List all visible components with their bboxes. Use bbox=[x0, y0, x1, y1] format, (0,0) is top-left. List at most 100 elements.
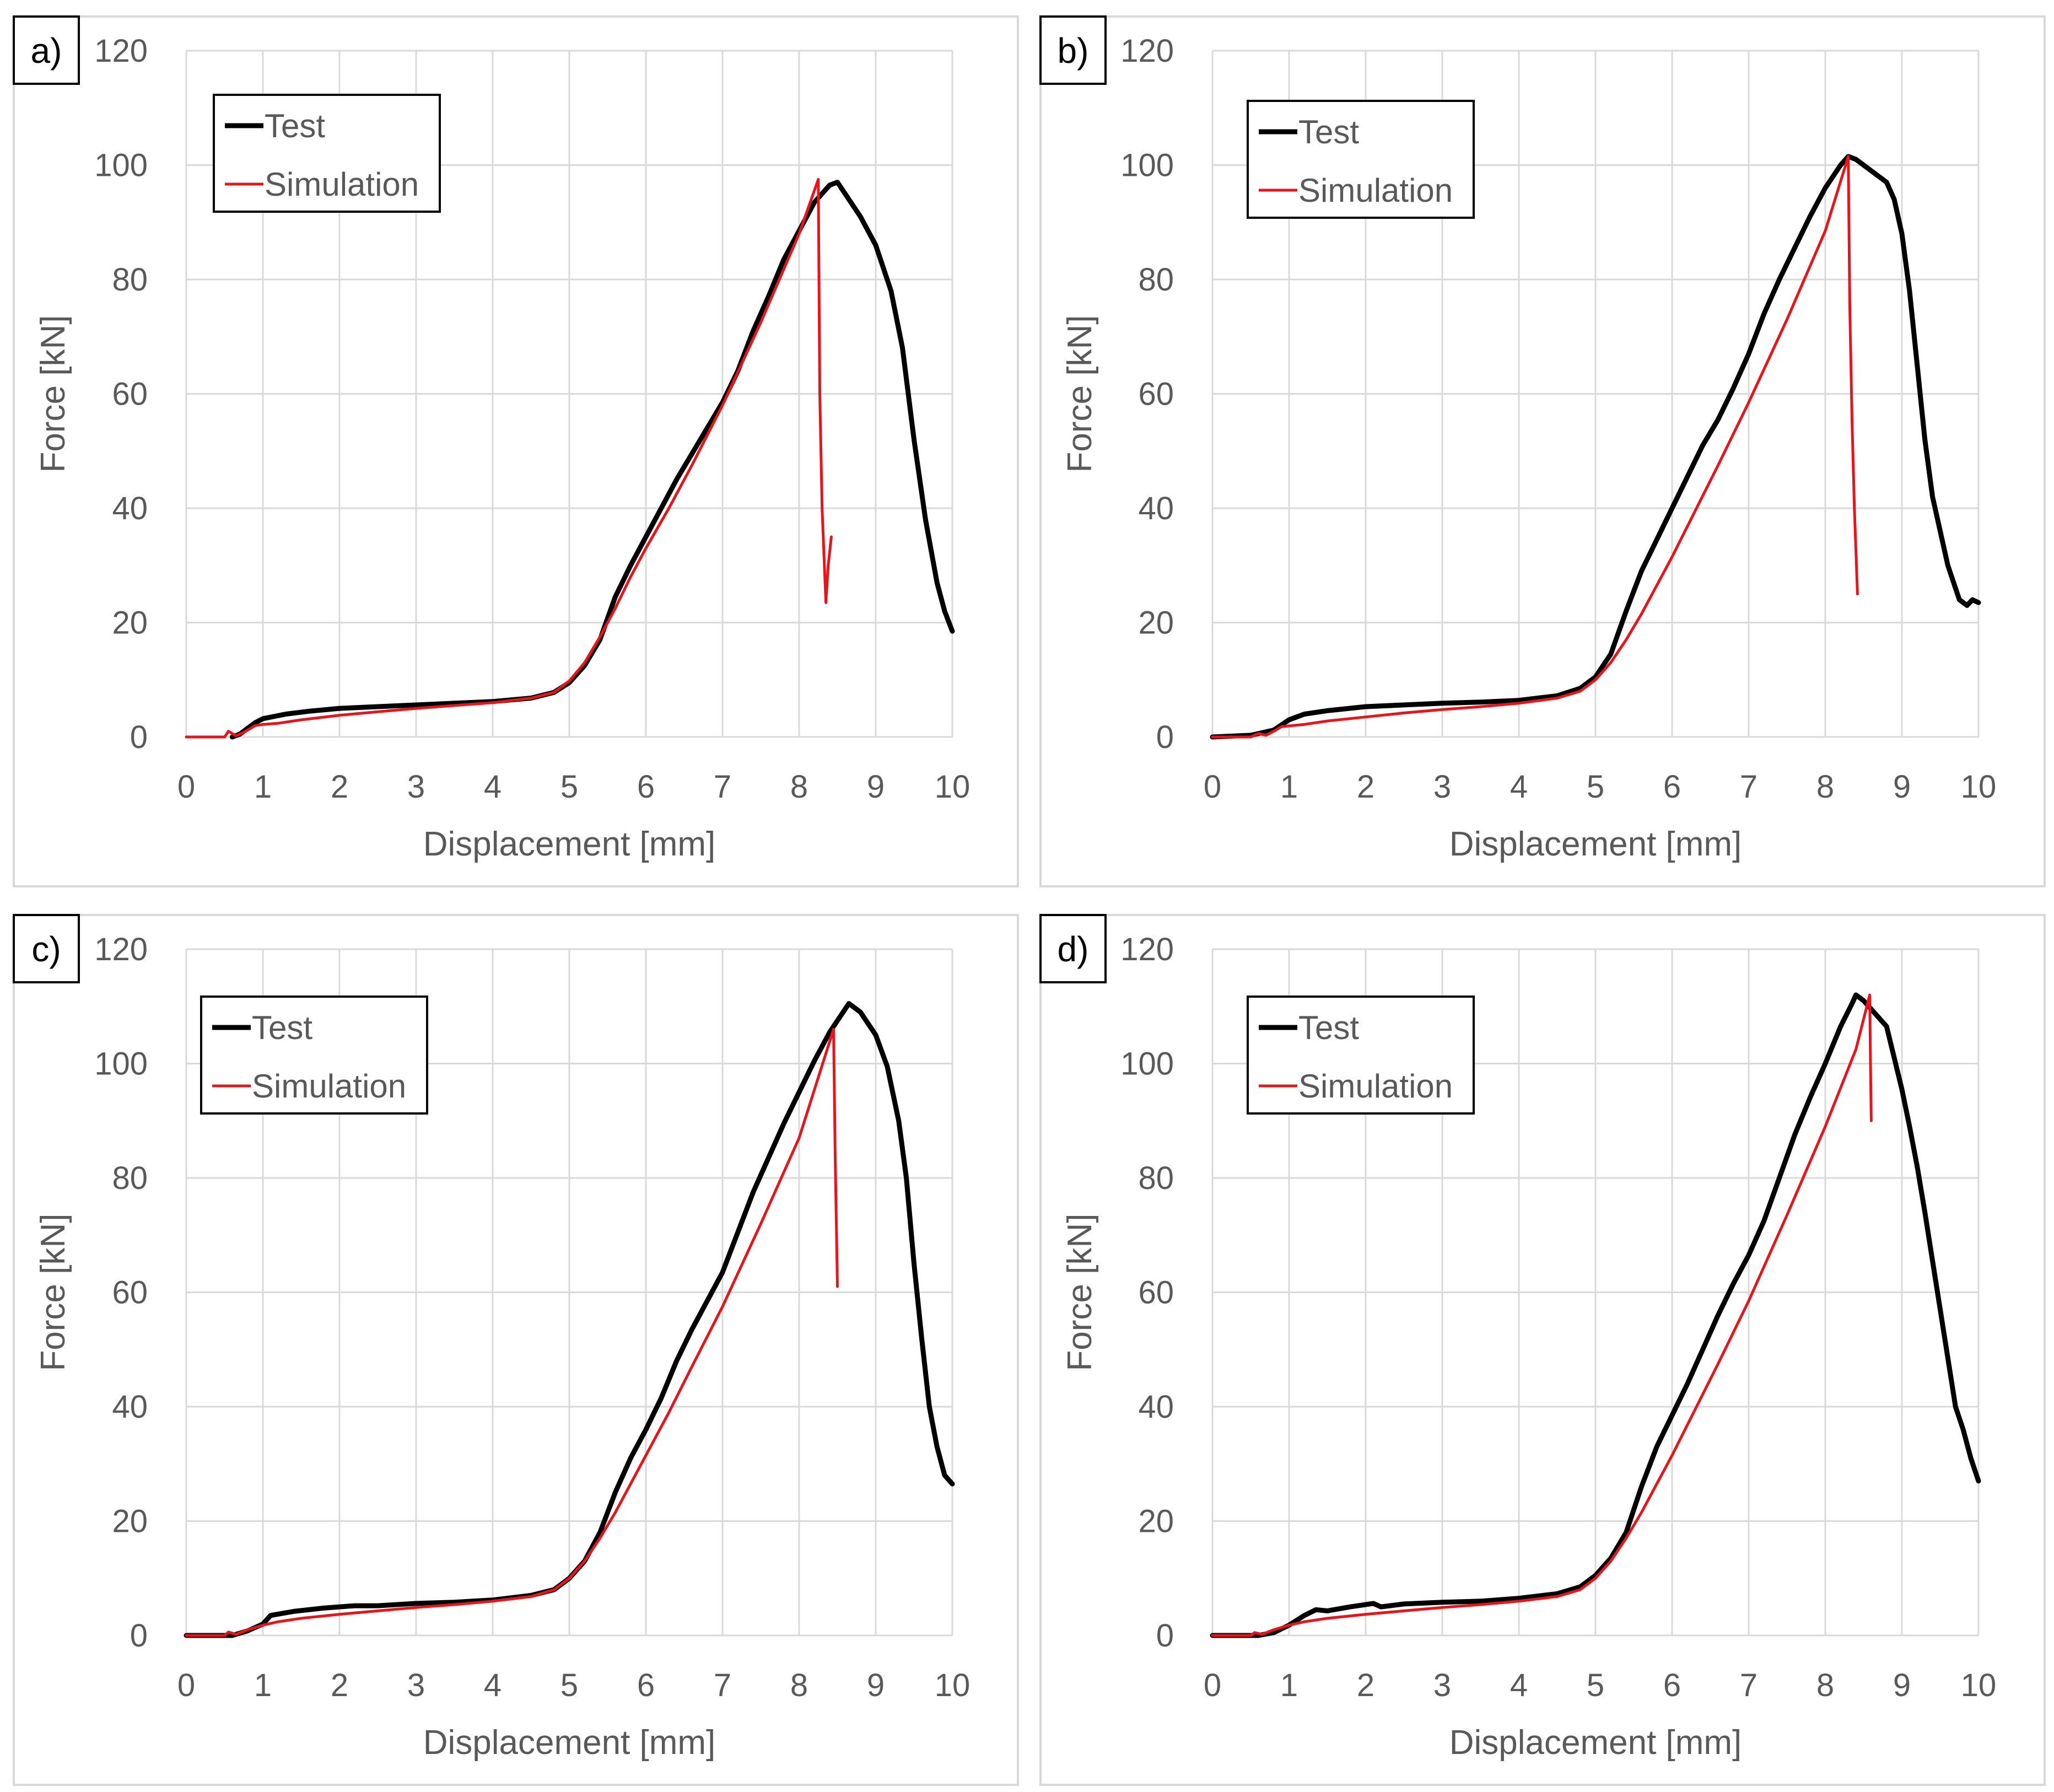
y-axis-title: Force [kN] bbox=[34, 1214, 72, 1371]
legend-label-simulation: Simulation bbox=[1298, 1068, 1453, 1105]
y-axis-title: Force [kN] bbox=[1061, 315, 1099, 473]
y-tick-label: 40 bbox=[112, 1389, 148, 1425]
series-line-test bbox=[229, 180, 955, 740]
series-line-simulation bbox=[185, 1027, 839, 1637]
x-tick-label: 7 bbox=[1740, 1667, 1758, 1703]
y-tick-label: 40 bbox=[112, 491, 148, 526]
y-tick-label: 60 bbox=[1138, 1275, 1174, 1311]
x-tick-label: 4 bbox=[1510, 1667, 1528, 1703]
panel-frame bbox=[13, 15, 1019, 887]
legend: Test Simulation bbox=[200, 995, 428, 1115]
legend-box bbox=[1247, 100, 1475, 219]
x-tick-label: 9 bbox=[867, 769, 885, 805]
legend-label-simulation: Simulation bbox=[265, 166, 419, 203]
x-tick-label: 8 bbox=[790, 769, 808, 805]
x-axis-title: Displacement [mm] bbox=[423, 825, 716, 863]
x-axis-title: Displacement [mm] bbox=[1449, 1724, 1742, 1762]
x-tick-label: 10 bbox=[935, 769, 971, 805]
x-tick-label: 10 bbox=[1961, 769, 1997, 805]
x-tick-label: 4 bbox=[1510, 769, 1528, 805]
series-line-test bbox=[1210, 992, 1981, 1638]
x-tick-label: 8 bbox=[790, 1667, 808, 1703]
x-tick-label: 2 bbox=[1357, 769, 1374, 805]
panel-frame bbox=[1039, 914, 2046, 1786]
x-tick-label: 2 bbox=[331, 1667, 348, 1703]
panel-frame bbox=[1039, 15, 2046, 887]
x-tick-label: 0 bbox=[1204, 769, 1221, 805]
y-tick-label: 100 bbox=[94, 1046, 148, 1082]
legend-label-test: Test bbox=[252, 1009, 312, 1046]
panel-label-box bbox=[13, 914, 80, 983]
x-tick-label: 7 bbox=[1740, 769, 1758, 805]
y-tick-label: 60 bbox=[1138, 376, 1174, 412]
y-tick-label: 20 bbox=[1138, 1504, 1174, 1540]
x-tick-label: 7 bbox=[714, 769, 731, 805]
x-tick-label: 6 bbox=[1663, 1667, 1681, 1703]
series-line-test bbox=[184, 1001, 955, 1638]
x-tick-label: 5 bbox=[560, 769, 578, 805]
panel-label: d) bbox=[1039, 914, 1107, 983]
legend-label-test: Test bbox=[265, 107, 325, 144]
x-tick-label: 3 bbox=[407, 769, 425, 805]
y-tick-label: 60 bbox=[112, 376, 148, 412]
x-tick-label: 2 bbox=[331, 769, 348, 805]
panel-label-text: a) bbox=[31, 31, 62, 71]
panel-label-text: d) bbox=[1058, 929, 1089, 969]
y-tick-label: 0 bbox=[130, 1618, 148, 1654]
series-line-simulation bbox=[185, 177, 833, 739]
x-tick-label: 4 bbox=[484, 769, 502, 805]
y-tick-label: 20 bbox=[112, 605, 148, 641]
x-tick-label: 7 bbox=[714, 1667, 731, 1703]
panel-label: a) bbox=[13, 15, 80, 85]
y-tick-label: 0 bbox=[1156, 719, 1174, 755]
series-line-test bbox=[1210, 154, 1981, 740]
y-tick-label: 80 bbox=[1138, 1160, 1174, 1196]
x-tick-label: 0 bbox=[177, 1667, 195, 1703]
y-tick-label: 20 bbox=[112, 1504, 148, 1540]
x-axis-title: Displacement [mm] bbox=[1449, 825, 1742, 863]
chart-panel-1: 0 1 2 3 4 5 6 7 8 9 10020406080100120Displacement … bbox=[13, 15, 1019, 887]
x-tick-label: 6 bbox=[1663, 769, 1681, 805]
x-tick-label: 5 bbox=[560, 1667, 578, 1703]
y-tick-label: 120 bbox=[1120, 33, 1174, 69]
chart-panel-4: 0 1 2 3 4 5 6 7 8 9 10020406080100120Displacement … bbox=[1039, 914, 2046, 1786]
x-tick-label: 5 bbox=[1587, 769, 1604, 805]
x-tick-label: 8 bbox=[1816, 769, 1834, 805]
x-tick-label: 3 bbox=[407, 1667, 425, 1703]
y-tick-label: 40 bbox=[1138, 1389, 1174, 1425]
panel-label-box bbox=[1039, 914, 1107, 983]
x-tick-label: 9 bbox=[1893, 769, 1911, 805]
y-tick-label: 120 bbox=[1120, 932, 1174, 967]
legend-label-simulation: Simulation bbox=[252, 1068, 406, 1105]
x-tick-label: 5 bbox=[1587, 1667, 1604, 1703]
legend: Test Simulation bbox=[1247, 995, 1475, 1115]
x-tick-label: 6 bbox=[637, 769, 655, 805]
chart-panel-2: 0 1 2 3 4 5 6 7 8 9 10020406080100120Displacement … bbox=[1039, 15, 2046, 887]
x-axis-title: Displacement [mm] bbox=[423, 1724, 716, 1762]
y-tick-label: 20 bbox=[1138, 605, 1174, 641]
y-tick-label: 0 bbox=[130, 719, 148, 755]
panel-label-text: c) bbox=[31, 929, 61, 969]
x-tick-label: 1 bbox=[254, 1667, 272, 1703]
x-tick-label: 0 bbox=[177, 769, 195, 805]
y-tick-label: 120 bbox=[94, 932, 148, 967]
panel-label-text: b) bbox=[1058, 31, 1089, 71]
x-tick-label: 3 bbox=[1433, 769, 1451, 805]
x-tick-label: 10 bbox=[935, 1667, 971, 1703]
panel-label: b) bbox=[1039, 15, 1107, 85]
x-tick-label: 8 bbox=[1816, 1667, 1834, 1703]
y-tick-label: 80 bbox=[112, 1160, 148, 1196]
legend-box bbox=[213, 94, 441, 213]
panel-label-box bbox=[1039, 15, 1107, 85]
x-tick-label: 2 bbox=[1357, 1667, 1374, 1703]
series-line-simulation bbox=[1211, 155, 1859, 739]
y-axis-title: Force [kN] bbox=[34, 315, 72, 473]
y-axis-title: Force [kN] bbox=[1061, 1214, 1099, 1371]
y-tick-label: 80 bbox=[112, 262, 148, 298]
legend-label-simulation: Simulation bbox=[1298, 172, 1453, 209]
x-tick-label: 4 bbox=[484, 1667, 502, 1703]
x-tick-label: 0 bbox=[1204, 1667, 1221, 1703]
legend-label-test: Test bbox=[1298, 1009, 1359, 1046]
panel-frame bbox=[13, 914, 1019, 1786]
